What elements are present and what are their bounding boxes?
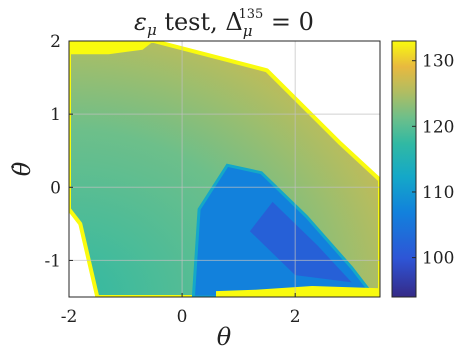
x-axis-ticks: -2 0 2 xyxy=(61,293,301,327)
colorbar: 100 110 120 130 xyxy=(391,40,454,298)
y-axis-ticks: -1 0 1 2 xyxy=(44,32,73,271)
title-mid: test, Δ xyxy=(157,8,243,36)
x-tick-label: -2 xyxy=(61,307,78,327)
chart-title: εμ test, Δμ135 = 0 xyxy=(134,7,314,40)
grid-lines xyxy=(69,41,380,297)
basin-core xyxy=(249,201,352,283)
colorbar-tick-label: 110 xyxy=(422,183,454,203)
colorbar-gradient xyxy=(391,40,417,298)
top-yellow-band xyxy=(69,41,154,55)
colorbar-tick-label: 120 xyxy=(422,117,454,137)
axes-box xyxy=(68,40,381,298)
y-tick-label: 0 xyxy=(50,178,61,198)
title-sub-mu: μ xyxy=(147,21,157,39)
heatmap-field xyxy=(69,41,380,297)
x-axis-label: θ xyxy=(217,323,232,351)
title-sub-mu-2: μ xyxy=(243,22,253,40)
colorbar-tick-label: 130 xyxy=(422,52,454,72)
y-axis-label: θ̇ xyxy=(8,161,36,176)
title-sup-135: 135 xyxy=(238,7,263,22)
colorbar-tick-label: 100 xyxy=(422,249,454,269)
colorbar-ticks: 100 110 120 130 xyxy=(412,52,454,269)
y-tick-label: 1 xyxy=(50,105,61,125)
x-tick-label: 0 xyxy=(177,307,188,327)
bottom-yellow-band xyxy=(216,286,380,297)
plot-area xyxy=(69,41,380,297)
y-tick-label: -1 xyxy=(44,251,61,271)
y-tick-label: 2 xyxy=(50,32,61,52)
title-tail: = 0 xyxy=(263,8,314,36)
title-epsilon: ε xyxy=(134,8,147,36)
x-tick-label: 2 xyxy=(290,307,301,327)
